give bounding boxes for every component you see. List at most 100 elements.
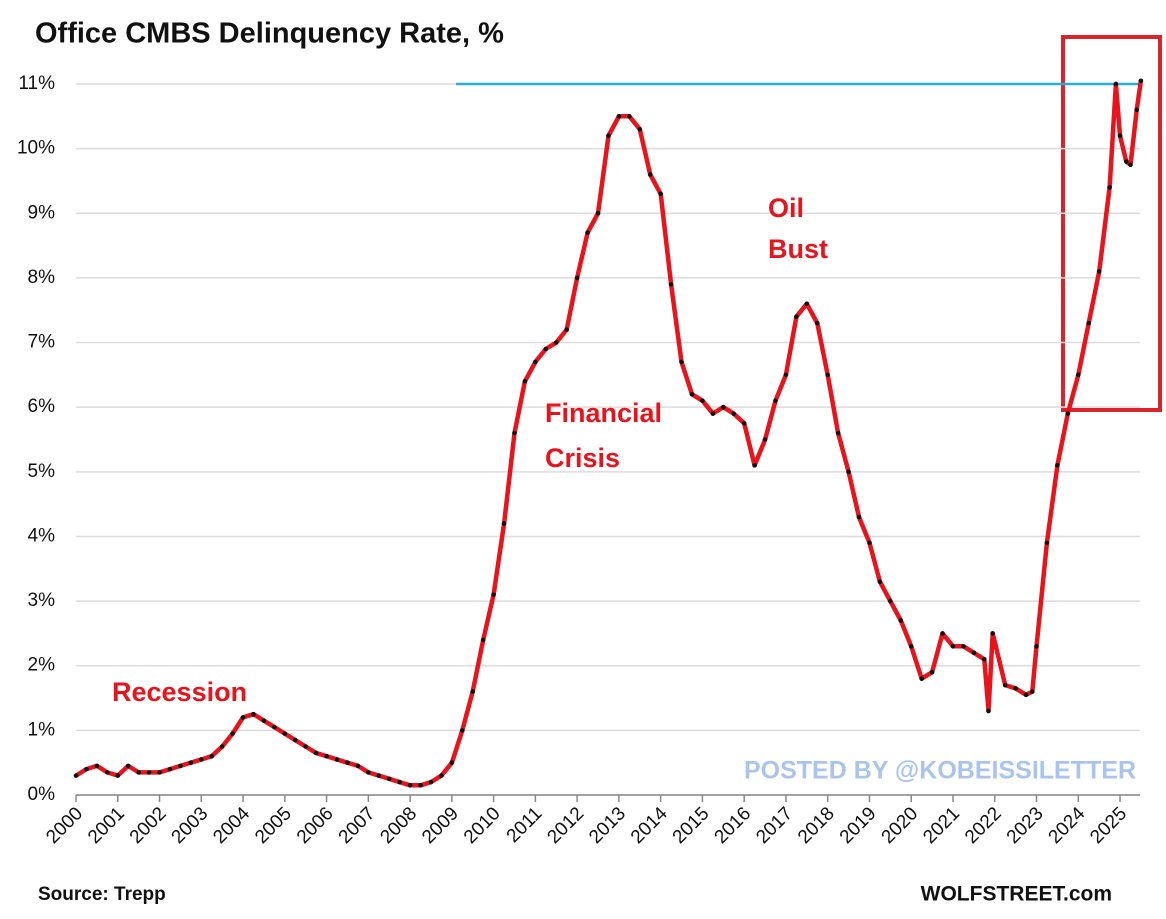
data-point [783, 372, 789, 378]
data-point [867, 540, 872, 546]
x-tick-label: 2007 [335, 803, 380, 848]
x-tick-label: 2014 [627, 803, 672, 848]
data-point [1134, 107, 1140, 113]
x-tick-label: 2022 [961, 803, 1006, 848]
data-point [595, 210, 601, 216]
data-point [898, 618, 904, 623]
x-tick-label: 2000 [42, 803, 87, 848]
data-point [219, 744, 225, 749]
data-point [929, 669, 935, 675]
y-tick-label: 10% [17, 138, 55, 159]
data-point [1096, 269, 1102, 274]
data-point [553, 340, 559, 345]
data-point [616, 114, 622, 119]
x-tick-label: 2015 [669, 803, 714, 848]
x-tick-label: 2016 [711, 803, 756, 848]
data-point [470, 689, 476, 694]
data-point [710, 411, 716, 416]
annotation: Oil [768, 193, 804, 223]
data-point [125, 763, 131, 769]
data-point [334, 757, 340, 762]
data-point [115, 773, 121, 778]
highlight-box [1061, 35, 1162, 412]
data-point [773, 398, 778, 404]
y-tick-label: 3% [28, 590, 56, 611]
data-point [814, 320, 820, 326]
y-tick-label: 7% [28, 332, 56, 353]
data-point [366, 770, 371, 775]
data-point [449, 760, 455, 765]
data-point [1013, 686, 1018, 691]
y-tick-label: 0% [28, 784, 56, 805]
data-point [533, 359, 538, 365]
data-point [637, 126, 643, 132]
data-point [209, 753, 215, 759]
credit: WOLFSTREET.com [921, 883, 1112, 906]
x-tick-label: 2013 [585, 803, 630, 848]
x-tick-label: 2021 [919, 803, 964, 848]
x-tick-label: 2009 [418, 803, 463, 848]
data-point [1034, 644, 1039, 649]
x-tick-label: 2023 [1003, 803, 1048, 848]
data-point [1086, 320, 1092, 326]
x-tick-label: 2010 [460, 803, 505, 848]
y-tick-label: 4% [28, 525, 56, 546]
data-point [261, 718, 267, 723]
data-point [146, 770, 152, 775]
data-point [324, 753, 329, 759]
data-point [167, 766, 173, 772]
data-point [1128, 162, 1133, 168]
data-point [1123, 159, 1129, 164]
data-point [668, 282, 674, 287]
data-point [700, 398, 705, 404]
watermark: POSTED BY @KOBEISSILETTER [744, 757, 1136, 785]
x-tick-label: 2019 [836, 803, 881, 848]
data-point [230, 731, 235, 736]
x-tick-label: 2012 [543, 803, 588, 848]
data-point [835, 430, 841, 436]
y-tick-label: 11% [18, 73, 55, 94]
data-point [982, 656, 987, 662]
data-point [950, 644, 956, 649]
data-point [491, 592, 496, 597]
data-point [658, 191, 663, 197]
data-point [856, 514, 862, 520]
data-point [564, 327, 569, 332]
data-point [136, 770, 141, 775]
data-point [1023, 692, 1029, 698]
chart-title: Office CMBS Delinquency Rate, % [35, 18, 504, 50]
x-tick-label: 2004 [209, 803, 254, 848]
x-tick-label: 2008 [376, 803, 421, 848]
data-point [1107, 185, 1112, 190]
data-point [846, 469, 851, 475]
data-point [522, 379, 528, 384]
data-point [986, 708, 991, 714]
x-tick-label: 2006 [293, 803, 338, 848]
data-point [188, 760, 194, 765]
x-tick-label: 2025 [1086, 803, 1131, 848]
data-point [303, 744, 308, 749]
data-point [627, 114, 632, 119]
data-point [971, 650, 977, 656]
data-point [877, 579, 883, 584]
data-point [345, 760, 350, 765]
data-point [198, 757, 204, 762]
annotation: Crisis [545, 443, 620, 473]
y-tick-label: 5% [28, 461, 56, 482]
x-tick-label: 2003 [168, 803, 213, 848]
data-point [459, 728, 465, 733]
y-tick-label: 1% [28, 719, 56, 740]
data-point [731, 411, 737, 416]
x-tick-label: 2024 [1045, 803, 1090, 848]
x-tick-label: 2018 [794, 803, 839, 848]
y-tick-label: 2% [28, 655, 56, 676]
data-point [1138, 78, 1144, 84]
data-point [1030, 689, 1035, 694]
data-point [105, 770, 110, 775]
data-point [428, 779, 434, 785]
x-tick-label: 2011 [503, 803, 547, 847]
data-point [752, 463, 757, 468]
data-point [940, 631, 945, 636]
data-point [585, 230, 590, 235]
data-point [94, 763, 100, 769]
